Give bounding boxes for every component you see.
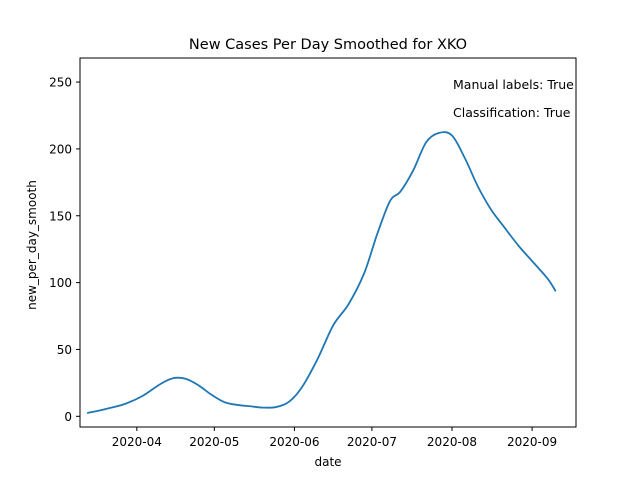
y-tick-label-100: 100 bbox=[49, 276, 72, 290]
y-tick-label-250: 250 bbox=[49, 76, 72, 90]
x-tick-label-3: 2020-07 bbox=[347, 435, 397, 449]
plot-frame bbox=[79, 57, 577, 428]
y-tick-label-50: 50 bbox=[57, 343, 72, 357]
x-tick-label-2: 2020-06 bbox=[269, 435, 319, 449]
y-tick-label-150: 150 bbox=[49, 209, 72, 223]
x-tick-label-4: 2020-08 bbox=[427, 435, 477, 449]
y-axis-title: new_per_day_smooth bbox=[25, 180, 39, 310]
x-tick-label-0: 2020-04 bbox=[112, 435, 162, 449]
y-tick-label-200: 200 bbox=[49, 142, 72, 156]
chart-title: New Cases Per Day Smoothed for XKO bbox=[189, 37, 467, 53]
series-line-0 bbox=[86, 131, 557, 414]
x-tick-label-5: 2020-09 bbox=[507, 435, 557, 449]
annotation-classification: Classification: True bbox=[453, 105, 571, 120]
x-axis-title: date bbox=[314, 455, 341, 469]
y-tick-label-0: 0 bbox=[64, 410, 72, 424]
x-tick-label-1: 2020-05 bbox=[189, 435, 239, 449]
annotation-manual-labels: Manual labels: True bbox=[453, 77, 574, 92]
